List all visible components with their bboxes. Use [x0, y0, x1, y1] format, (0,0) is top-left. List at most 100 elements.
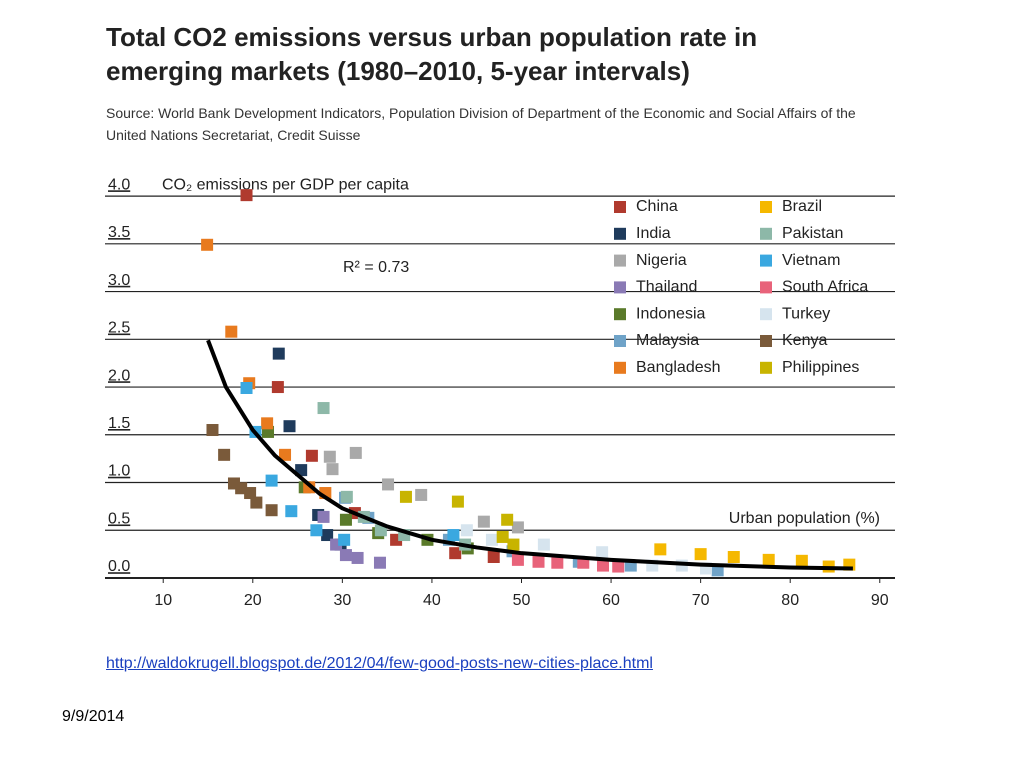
legend-label: Turkey	[782, 305, 830, 322]
point	[240, 189, 253, 202]
point	[597, 559, 610, 572]
date: 9/9/2014	[62, 708, 125, 725]
legend-label: Vietnam	[782, 252, 840, 269]
point	[537, 538, 550, 551]
x-tick-label: 30	[333, 592, 351, 609]
point	[283, 420, 296, 433]
point	[694, 548, 707, 561]
point	[340, 490, 353, 503]
y-tick-label: 3.0	[108, 272, 130, 289]
legend-swatch	[614, 361, 626, 374]
point	[339, 513, 352, 526]
point	[496, 530, 509, 543]
legend-label: Thailand	[636, 279, 697, 296]
y-tick-label: 0.0	[108, 558, 130, 575]
legend-swatch	[614, 335, 626, 347]
point	[317, 402, 330, 415]
legend-label: Bangladesh	[636, 359, 721, 376]
point	[261, 417, 274, 430]
y-tick-label: 1.5	[108, 415, 130, 432]
point	[326, 463, 339, 476]
legend-swatch	[760, 201, 772, 213]
y-tick-label: 1.0	[108, 463, 130, 480]
point	[477, 515, 490, 528]
point	[399, 490, 412, 503]
x-tick-label: 70	[692, 592, 710, 609]
legend-swatch	[614, 281, 626, 294]
legend-label: Brazil	[782, 198, 822, 215]
point	[485, 533, 498, 546]
point	[201, 238, 214, 251]
y-tick-label: 2.0	[108, 367, 130, 384]
point	[265, 504, 278, 517]
point	[317, 510, 330, 523]
x-tick-label: 50	[513, 592, 531, 609]
point	[511, 521, 524, 534]
x-tick-label: 20	[244, 592, 262, 609]
point	[447, 529, 460, 542]
point	[507, 538, 520, 551]
point	[795, 554, 808, 567]
point	[460, 524, 473, 537]
point	[351, 551, 364, 564]
y-axis-label: CO₂ emissions per GDP per capita	[162, 176, 409, 193]
point	[596, 546, 609, 559]
point	[244, 487, 257, 500]
point	[272, 347, 285, 360]
legend-swatch	[760, 254, 772, 267]
chart-title: Total CO2 emissions versus urban populat…	[106, 22, 758, 86]
link[interactable]: http://waldokrugell.blogspot.de/2012/04/…	[106, 655, 653, 672]
legend-swatch	[614, 201, 626, 213]
legend-label: Nigeria	[636, 252, 687, 269]
legend-label: South Africa	[782, 279, 868, 296]
point	[612, 560, 625, 573]
point	[321, 529, 334, 542]
point	[532, 555, 545, 568]
legend-swatch	[760, 281, 772, 294]
legend-swatch	[614, 227, 626, 240]
legend-label: Indonesia	[636, 305, 705, 322]
point	[279, 448, 292, 461]
chart: 4.0 3.5 3.0 2.5 2.0 1.5 1.0 0.5 0.0 10 20 30 40 50 60 7…	[105, 176, 895, 609]
point	[305, 449, 318, 462]
x-axis-label: Urban population (%)	[729, 510, 880, 527]
y-tick-label: 4.0	[108, 176, 130, 193]
point	[382, 478, 395, 491]
x-tick-label: 90	[871, 592, 889, 609]
point	[240, 382, 253, 395]
legend-swatch	[760, 227, 772, 240]
point	[265, 474, 278, 487]
point	[338, 533, 351, 546]
legend-label: India	[636, 225, 671, 242]
legend-swatch	[614, 308, 626, 321]
legend-label: China	[636, 198, 678, 215]
legend-label: Kenya	[782, 332, 827, 349]
trend-line	[206, 339, 853, 571]
chart-subtitle: Source: World Bank Development Indicator…	[106, 105, 856, 143]
y-tick-label: 3.5	[108, 224, 130, 241]
point	[225, 325, 238, 338]
x-tick-label: 80	[781, 592, 799, 609]
legend-swatch	[760, 308, 772, 321]
point	[373, 556, 386, 569]
point	[339, 549, 352, 562]
point	[501, 513, 514, 526]
legend-swatch	[760, 335, 772, 347]
legend-swatch	[614, 254, 626, 267]
point	[511, 553, 524, 566]
point	[762, 553, 775, 566]
point	[449, 547, 462, 560]
x-tick-label: 40	[423, 592, 441, 609]
point	[206, 424, 219, 437]
point	[250, 496, 263, 509]
point	[451, 495, 464, 508]
point	[285, 505, 298, 518]
annotation: R² = 0.73	[343, 259, 409, 276]
point	[551, 556, 564, 569]
legend-label: Malaysia	[636, 332, 699, 349]
point	[487, 550, 500, 563]
x-tick-label: 60	[602, 592, 620, 609]
point	[727, 550, 740, 563]
x-tick-label: 10	[154, 592, 172, 609]
point	[711, 564, 724, 577]
